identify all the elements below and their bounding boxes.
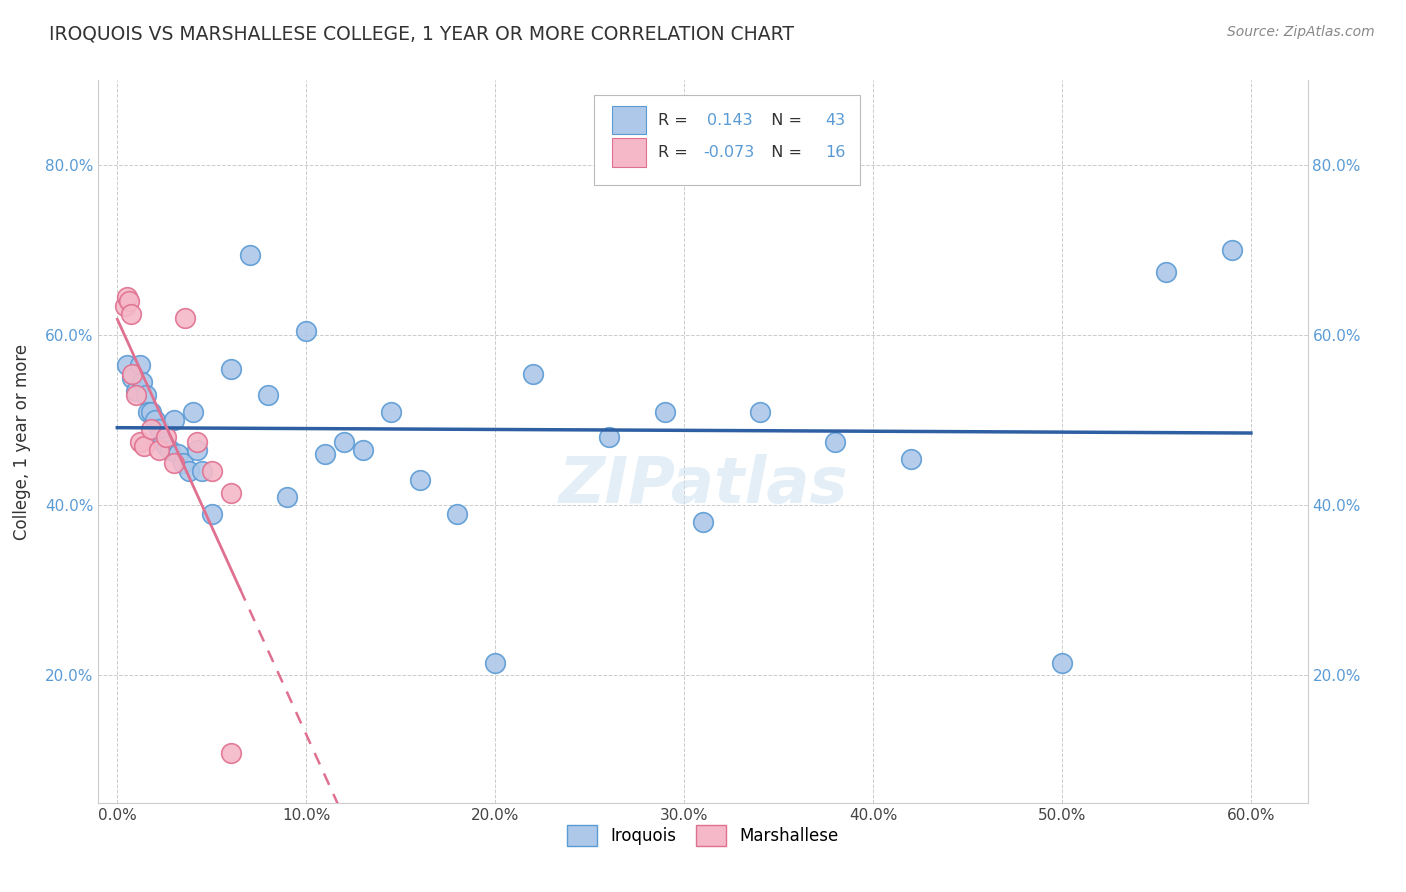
Point (163, 413, 186, 427)
Point (201, 464, 224, 478)
Point (135, 388, 157, 402)
Point (148, 443, 170, 458)
Point (654, 405, 676, 419)
Text: 0.143: 0.143 (707, 112, 752, 128)
Point (118, 294, 141, 309)
Text: Source: ZipAtlas.com: Source: ZipAtlas.com (1227, 25, 1375, 39)
Point (352, 443, 374, 458)
Point (257, 388, 280, 402)
Point (114, 299, 136, 313)
Point (1050, 656, 1073, 670)
Point (295, 324, 318, 338)
Point (598, 430, 620, 444)
Point (129, 358, 152, 372)
Point (166, 447, 188, 461)
Y-axis label: College, 1 year or more: College, 1 year or more (13, 343, 31, 540)
Point (121, 367, 143, 381)
Point (219, 485, 242, 500)
Point (219, 747, 242, 761)
Point (141, 405, 163, 419)
Point (900, 451, 922, 466)
Text: R =: R = (658, 145, 693, 160)
Legend: Iroquois, Marshallese: Iroquois, Marshallese (561, 819, 845, 852)
Text: ZIPatlas: ZIPatlas (558, 454, 848, 516)
Point (333, 434, 356, 449)
Point (155, 439, 177, 453)
Point (143, 413, 166, 427)
Text: 16: 16 (825, 145, 845, 160)
Point (120, 307, 142, 321)
Point (129, 434, 152, 449)
Point (121, 371, 143, 385)
Bar (613, 138, 647, 167)
Point (1154, 264, 1177, 278)
Point (484, 656, 506, 670)
Point (148, 422, 170, 436)
Text: 43: 43 (825, 112, 845, 128)
Point (132, 439, 155, 453)
Point (219, 362, 242, 376)
Point (159, 443, 181, 458)
Point (172, 456, 194, 470)
Point (115, 290, 138, 304)
Point (131, 375, 153, 389)
Point (239, 247, 262, 261)
Point (191, 464, 214, 478)
Point (152, 434, 174, 449)
Point (155, 430, 177, 444)
Point (314, 447, 336, 461)
Point (115, 358, 138, 372)
Point (179, 464, 201, 478)
Point (692, 516, 714, 530)
Point (1220, 244, 1243, 258)
Point (136, 405, 159, 419)
Point (748, 405, 770, 419)
Point (380, 405, 402, 419)
Point (276, 490, 298, 504)
Point (186, 443, 208, 458)
FancyBboxPatch shape (595, 95, 860, 185)
Point (522, 367, 544, 381)
Point (181, 405, 204, 419)
Point (201, 507, 224, 521)
Text: IROQUOIS VS MARSHALLESE COLLEGE, 1 YEAR OR MORE CORRELATION CHART: IROQUOIS VS MARSHALLESE COLLEGE, 1 YEAR … (49, 25, 794, 44)
Point (125, 384, 148, 398)
Text: N =: N = (761, 145, 807, 160)
Point (174, 311, 197, 326)
Point (163, 456, 186, 470)
Point (824, 434, 846, 449)
Point (446, 507, 468, 521)
Point (408, 473, 430, 487)
Text: R =: R = (658, 112, 699, 128)
Text: -0.073: -0.073 (703, 145, 754, 160)
Point (141, 422, 163, 436)
Text: N =: N = (761, 112, 807, 128)
Point (125, 388, 148, 402)
Point (186, 434, 208, 449)
Bar (613, 105, 647, 135)
